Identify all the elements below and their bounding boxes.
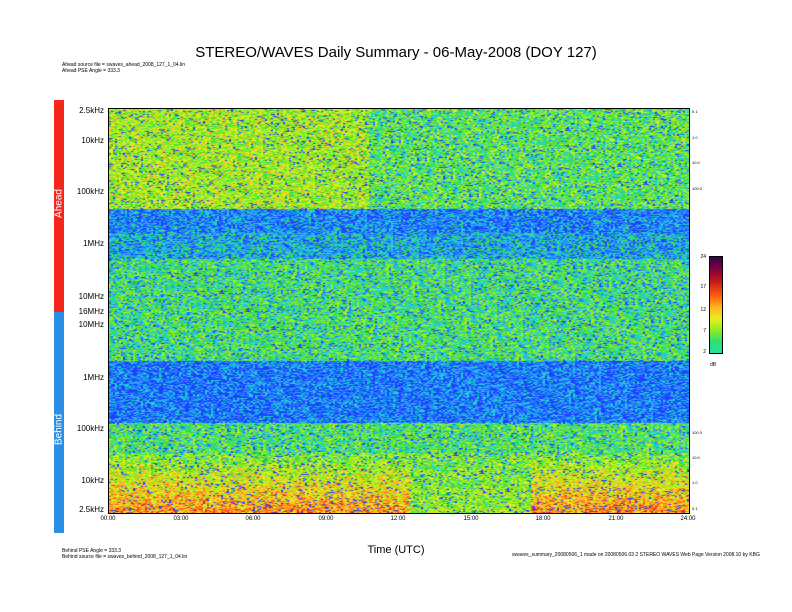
ahead-angle-label: Ahead PSE Angle = 333.3: [62, 68, 120, 74]
xtick-03: 03:00: [173, 516, 189, 522]
xtick-06: 06:00: [245, 516, 261, 522]
behind-band: Behind: [54, 312, 65, 533]
footer-credit: swaves_summary_20080506_1 made on 200805…: [512, 552, 760, 558]
spectrogram-heatmap: [108, 108, 690, 514]
behind-source-label: Behind source file = swaves_behind_2008_…: [62, 554, 188, 560]
xtick-24: 24:00: [680, 516, 696, 522]
colorbar-tick-2: 2: [703, 349, 706, 355]
xtick-12: 12:00: [390, 516, 406, 522]
ahead-band: Ahead: [54, 100, 65, 312]
xtick-18: 18:00: [535, 516, 551, 522]
behind-ytick-10khz: 10kHz: [81, 476, 104, 485]
ahead-source-label: Ahead source file = swaves_ahead_2008_12…: [62, 62, 186, 68]
behind-ytick-10mhz: 10MHz: [78, 320, 104, 329]
behind-rtick-1-0: 1.0: [692, 480, 698, 485]
colorbar: [709, 256, 723, 354]
ahead-ytick-10mhz: 10MHz: [78, 292, 104, 301]
ahead-ytick-1mhz: 1MHz: [83, 239, 104, 248]
behind-rtick-10-0: 10.0: [692, 455, 700, 460]
colorbar-tick-12: 12: [700, 307, 706, 313]
ahead-ytick-10khz: 10kHz: [81, 136, 104, 145]
behind-rtick-0-1: 0.1: [692, 506, 698, 511]
xtick-21: 21:00: [608, 516, 624, 522]
behind-angle-label: Behind PSE Angle = 333.3: [62, 548, 122, 554]
xtick-09: 09:00: [318, 516, 334, 522]
x-axis-label: Time (UTC): [367, 544, 425, 556]
colorbar-tick-17: 17: [700, 284, 706, 290]
ahead-rtick-1-0: 1.0: [692, 135, 698, 140]
behind-rtick-100-0: 100.0: [692, 430, 703, 435]
ahead-rtick-0-1: 0.1: [692, 109, 698, 114]
xtick-15: 15:00: [463, 516, 479, 522]
ahead-ytick-100khz: 100kHz: [76, 187, 104, 196]
ahead-ytick-16mhz: 16MHz: [78, 307, 104, 316]
behind-ytick-2-5khz: 2.5kHz: [79, 505, 104, 514]
behind-ytick-1mhz: 1MHz: [83, 373, 104, 382]
xtick-00: 00:00: [100, 516, 116, 522]
behind-ytick-100khz: 100kHz: [76, 424, 104, 433]
colorbar-tick-24: 24: [700, 254, 706, 260]
ahead-ytick-2-5khz: 2.5kHz: [79, 106, 104, 115]
page-title: STEREO/WAVES Daily Summary - 06-May-2008…: [195, 44, 597, 61]
ahead-rtick-100-0: 100.0: [692, 186, 703, 191]
colorbar-unit: dB: [710, 362, 717, 368]
ahead-rtick-10-0: 10.0: [692, 160, 700, 165]
colorbar-tick-7: 7: [703, 328, 706, 334]
